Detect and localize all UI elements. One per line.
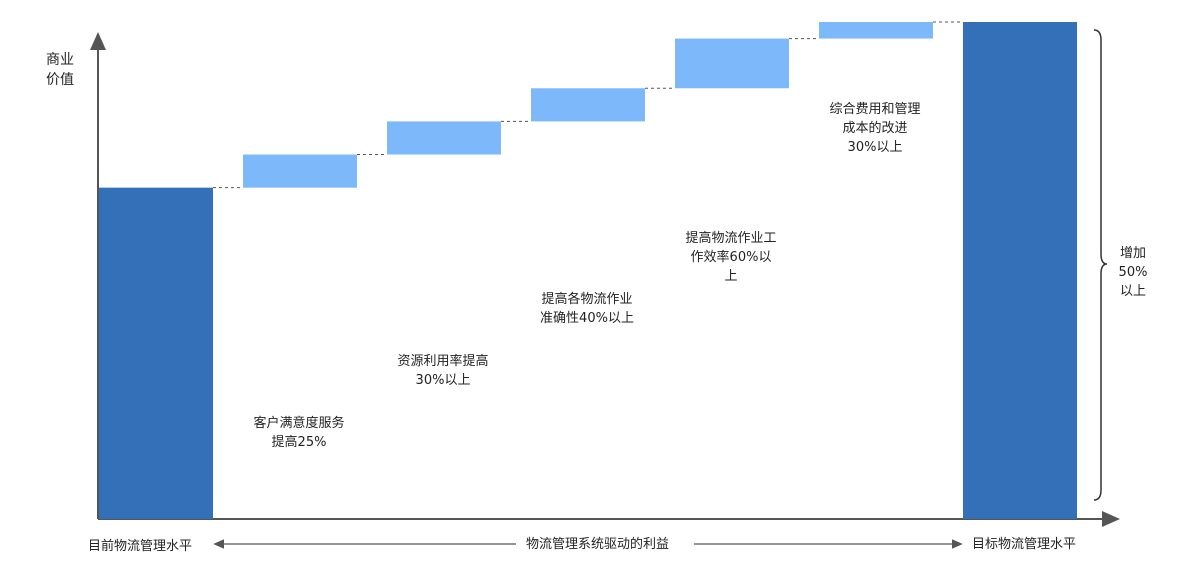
step-label-line: 30%以上 [847, 140, 903, 155]
step-label-line: 成本的改进 [842, 121, 908, 136]
step-label-5: 综合费用和管理 成本的改进 30%以上 [805, 100, 945, 157]
step-label-line: 30%以上 [415, 373, 471, 388]
increase-label-line: 增加 [1119, 246, 1146, 261]
target-bar [963, 22, 1077, 519]
step-bar-5 [819, 22, 933, 39]
step-label-line: 综合费用和管理 [829, 102, 921, 117]
increase-bracket [1093, 29, 1108, 501]
step-label-line: 提高各物流作业 [541, 292, 633, 307]
increase-label: 增加 50% 以上 [1110, 244, 1156, 301]
step-label-line: 准确性40%以上 [540, 311, 634, 326]
increase-label-line: 以上 [1119, 284, 1146, 299]
step-label-3: 提高各物流作业 准确性40%以上 [517, 290, 657, 328]
step-bar-2 [387, 121, 501, 155]
x-axis-caption: 物流管理系统驱动的利益 [526, 537, 670, 552]
step-label-1: 客户满意度服务 提高25% [229, 414, 369, 452]
step-label-line: 作效率60%以 [690, 250, 772, 265]
baseline-bar [99, 187, 213, 519]
step-bar-4 [675, 38, 789, 89]
step-label-line: 资源利用率提高 [397, 354, 489, 369]
step-bar-3 [531, 88, 645, 122]
step-label-line: 提高物流作业工 [685, 231, 777, 246]
y-axis-label: 商业 价值 [46, 50, 86, 90]
step-label-4: 提高物流作业工 作效率60%以 上 [661, 229, 801, 286]
y-axis-label-line: 价值 [46, 72, 74, 88]
target-label: 目标物流管理水平 [972, 537, 1077, 552]
step-label-2: 资源利用率提高 30%以上 [373, 352, 513, 390]
step-label-line: 提高25% [271, 435, 327, 450]
y-axis-label-line: 商业 [46, 52, 74, 68]
baseline-label: 目前物流管理水平 [88, 539, 193, 554]
step-label-line: 客户满意度服务 [253, 416, 345, 431]
step-label-line: 上 [724, 269, 738, 284]
increase-label-line: 50% [1118, 265, 1148, 280]
step-bar-1 [243, 154, 357, 188]
